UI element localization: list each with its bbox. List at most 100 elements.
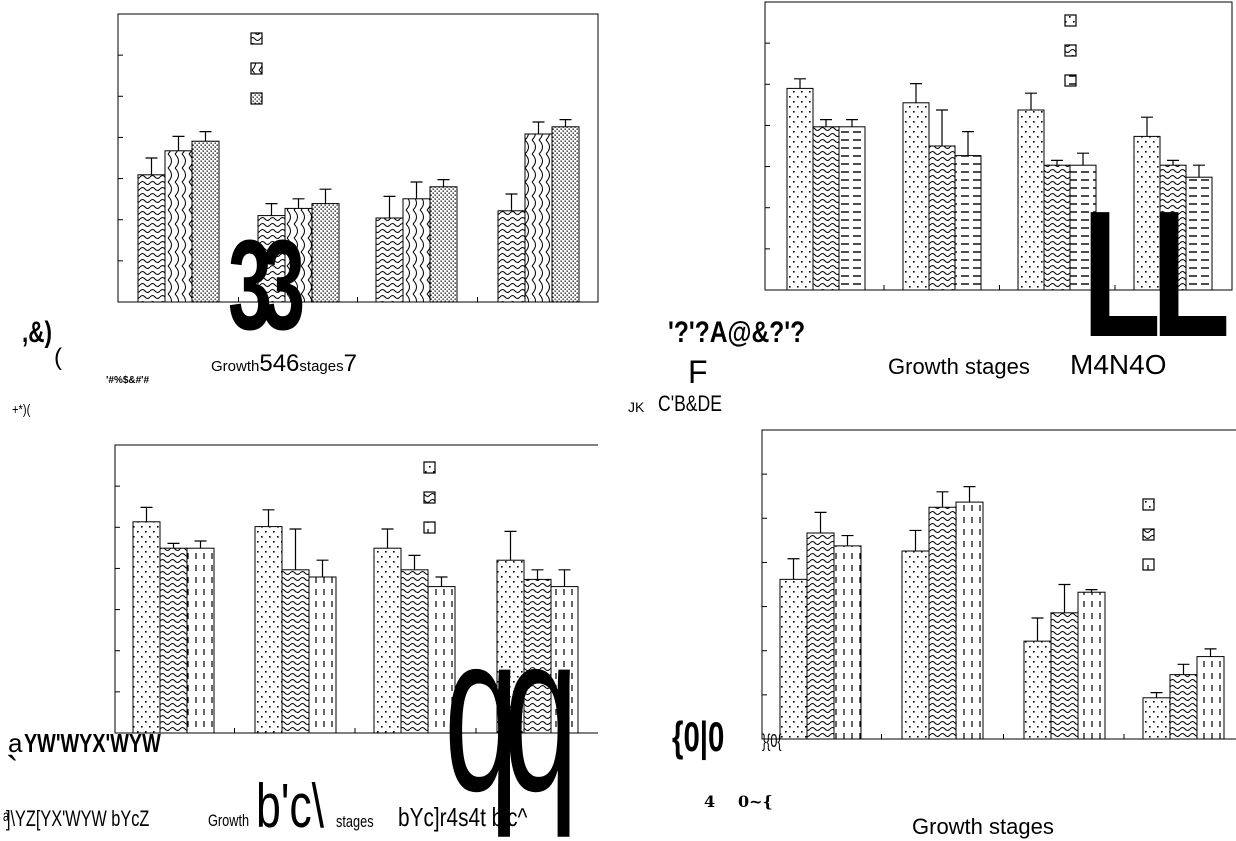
error-bar	[172, 135, 185, 151]
error-bar	[167, 542, 180, 549]
error-bar	[787, 558, 800, 580]
error-bar	[435, 576, 448, 587]
error-bar	[531, 569, 544, 580]
error-bar	[1058, 583, 1071, 613]
legend-swatch	[423, 521, 436, 534]
error-bar	[820, 119, 832, 127]
bar	[523, 578, 552, 734]
bar	[132, 521, 161, 734]
p2-ll-label: LL	[1082, 174, 1230, 375]
error-bar	[1051, 159, 1063, 166]
p1-paren: (	[54, 344, 62, 371]
p2-xlabel: Growth stages	[888, 354, 1030, 379]
p1-xlabel-growth: Growth	[211, 358, 260, 375]
bar	[1050, 612, 1079, 740]
bar	[186, 547, 215, 734]
bar	[1185, 176, 1213, 291]
bar	[1017, 109, 1045, 291]
bar	[429, 186, 458, 303]
bar	[551, 126, 580, 303]
error-bar	[1150, 692, 1163, 698]
p1-plus-text: +*)(	[12, 401, 31, 417]
error-bar	[1025, 92, 1037, 110]
p4-small-label: }{0{	[762, 731, 782, 751]
bar	[402, 198, 431, 303]
p4-four-label: 4	[704, 792, 716, 811]
p3-bottom-left: ͣ]\YZ[YX'WYW bYcZ	[6, 806, 150, 831]
legend-swatch	[1142, 528, 1155, 541]
bar	[281, 569, 310, 734]
bar	[1043, 164, 1071, 291]
bar	[1023, 640, 1052, 740]
error-bar	[505, 193, 518, 211]
error-bar	[265, 203, 278, 216]
plot-axes	[761, 429, 1236, 740]
error-bar	[383, 195, 396, 218]
plot-axes	[114, 444, 598, 734]
p1-left-mark: ,&)	[22, 316, 52, 349]
legend-swatch	[423, 461, 436, 474]
bar	[191, 140, 220, 303]
error-bar	[1077, 152, 1089, 166]
legend-swatch	[1064, 14, 1077, 27]
legend-swatch	[1064, 74, 1077, 87]
error-bar	[199, 131, 212, 142]
error-bar	[936, 491, 949, 508]
legend-swatch	[423, 491, 436, 504]
bar	[779, 578, 808, 740]
chart-panel-4	[761, 429, 1236, 740]
bar	[786, 87, 814, 291]
legend-swatch	[1142, 498, 1155, 511]
bar	[1142, 697, 1171, 740]
bar	[164, 150, 193, 303]
bar	[497, 210, 526, 303]
p2-jk-label: JK	[628, 399, 645, 415]
legend-swatch	[250, 32, 263, 45]
bar	[1077, 591, 1106, 740]
error-bar	[1085, 589, 1098, 593]
error-bar	[794, 78, 806, 89]
plot-frame	[764, 1, 1233, 291]
error-bar	[1167, 159, 1179, 166]
p1-xlabel: Growth546stages7	[211, 352, 357, 376]
p1-xlabel-stages: stages	[299, 358, 344, 375]
p2-cb-label: C'B&DE	[658, 391, 722, 416]
bar	[159, 547, 188, 734]
p3-backtick: `	[6, 750, 19, 792]
p3-xlabel-bc: b'c\	[256, 772, 325, 841]
error-bar	[532, 121, 545, 134]
bar	[137, 174, 166, 303]
error-bar	[194, 540, 207, 549]
bar	[806, 532, 835, 740]
error-bar	[1031, 617, 1044, 642]
error-bar	[410, 181, 423, 199]
error-bar	[936, 109, 948, 146]
error-bar	[504, 530, 517, 561]
error-bar	[381, 528, 394, 549]
bar	[954, 155, 982, 291]
error-bar	[408, 554, 421, 570]
error-bar	[289, 528, 302, 570]
bar	[550, 586, 579, 734]
bar	[928, 506, 957, 740]
bar	[955, 501, 984, 740]
p3-yw-label: YW'WYX'WYW	[24, 728, 161, 758]
chart-panel-2	[764, 1, 1233, 291]
bar	[254, 526, 283, 734]
error-bar	[814, 511, 827, 533]
p2-f-label: F	[688, 354, 708, 390]
error-bar	[1204, 648, 1217, 657]
error-bar	[1141, 116, 1153, 137]
p2-code-label: '?'?A@&?'?	[668, 316, 806, 349]
p2-m4n4o-label: M4N4O	[1070, 349, 1167, 380]
error-bar	[841, 534, 854, 546]
bar	[902, 102, 930, 291]
p1-xlabel-seven: 7	[343, 350, 357, 377]
bar	[427, 586, 456, 734]
error-bar	[910, 83, 922, 103]
bar	[375, 217, 404, 303]
legend-swatch	[1064, 44, 1077, 57]
error-bar	[437, 179, 450, 187]
error-bar	[319, 188, 332, 204]
p1-big-number: 33	[228, 214, 305, 357]
